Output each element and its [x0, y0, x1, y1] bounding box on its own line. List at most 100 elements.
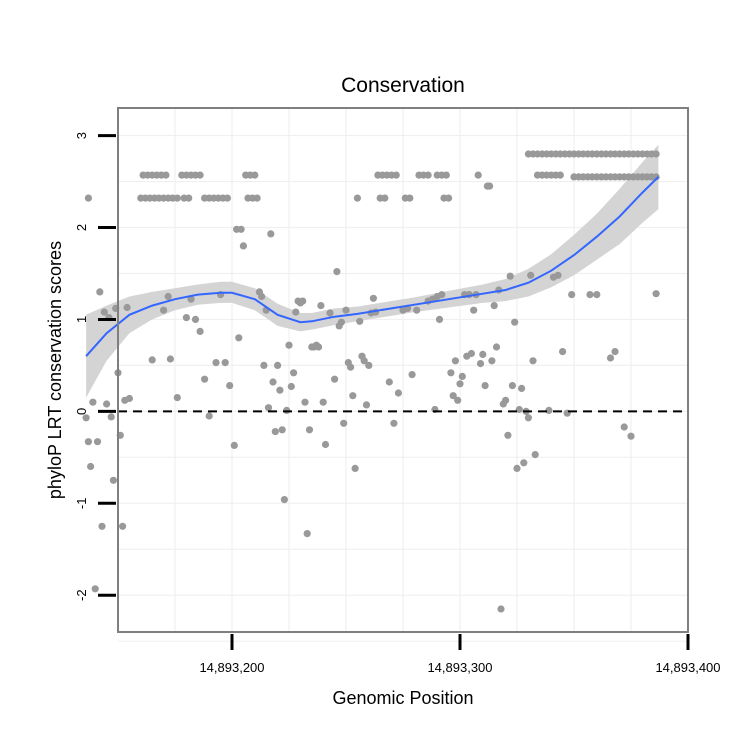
data-point	[239, 242, 247, 250]
data-point	[91, 585, 99, 593]
data-point	[490, 302, 498, 310]
data-point	[529, 357, 537, 365]
x-axis-label: Genomic Position	[332, 688, 473, 708]
y-tick-label: 3	[74, 132, 89, 139]
data-point	[269, 378, 277, 386]
data-point	[385, 378, 393, 386]
data-point	[280, 496, 288, 504]
data-point	[205, 412, 213, 420]
data-point	[235, 334, 243, 342]
data-point	[451, 357, 459, 365]
data-point	[333, 268, 341, 276]
data-point	[424, 171, 432, 179]
data-point	[173, 394, 181, 402]
data-point	[467, 349, 475, 358]
data-point	[492, 343, 501, 351]
data-point	[486, 182, 494, 190]
data-point	[442, 171, 450, 179]
data-point	[299, 297, 307, 305]
panel-border	[117, 107, 689, 633]
x-tick-label: 14,893,300	[427, 660, 492, 675]
data-point	[351, 464, 359, 472]
data-point	[627, 432, 635, 440]
x-tick-label: 14,893,400	[655, 660, 720, 675]
data-point	[331, 375, 339, 383]
data-point	[481, 382, 489, 390]
data-point	[285, 341, 293, 349]
data-point	[408, 371, 416, 379]
data-point	[103, 400, 111, 408]
data-point	[301, 398, 309, 406]
confidence-band	[86, 144, 659, 398]
data-point	[488, 357, 496, 365]
data-point	[362, 401, 371, 409]
data-point	[586, 291, 594, 299]
y-tick-label: 0	[74, 408, 89, 415]
data-point	[166, 355, 174, 363]
data-point	[502, 396, 510, 404]
data-point	[292, 308, 300, 316]
data-point	[315, 343, 323, 351]
data-point	[164, 292, 172, 301]
data-point	[305, 426, 314, 434]
data-point	[413, 306, 421, 314]
data-point	[568, 291, 576, 299]
data-point	[212, 359, 220, 367]
data-point	[454, 396, 462, 404]
data-point	[497, 605, 505, 613]
data-point	[201, 375, 209, 383]
data-point	[185, 194, 193, 202]
data-point	[119, 522, 127, 530]
data-point	[251, 171, 259, 179]
data-point	[187, 295, 195, 303]
data-point	[148, 356, 156, 364]
data-point	[349, 392, 357, 400]
data-point	[435, 315, 444, 323]
data-point	[303, 530, 311, 538]
data-point	[445, 194, 453, 202]
data-point	[196, 171, 204, 179]
data-point	[474, 171, 482, 179]
data-point	[394, 389, 402, 397]
data-point	[515, 405, 523, 414]
data-point	[221, 359, 229, 367]
data-point	[317, 302, 325, 310]
data-point	[82, 414, 90, 422]
data-point	[652, 290, 660, 298]
data-point	[84, 438, 92, 446]
data-point	[504, 431, 512, 439]
data-point	[98, 522, 106, 530]
data-point	[456, 380, 464, 388]
data-point	[87, 462, 95, 471]
data-point	[559, 348, 567, 356]
data-point	[513, 464, 521, 472]
x-tick-label: 14,893,200	[199, 660, 264, 675]
data-point	[276, 386, 284, 394]
data-point	[347, 363, 355, 371]
data-point	[342, 306, 350, 314]
data-point	[476, 360, 485, 368]
data-point	[89, 398, 97, 406]
data-point	[107, 413, 115, 421]
data-point	[520, 459, 528, 467]
data-point	[123, 303, 131, 312]
data-point	[390, 419, 398, 427]
data-point	[506, 272, 514, 280]
data-point	[606, 354, 615, 362]
data-point	[173, 194, 181, 202]
data-point	[620, 423, 628, 431]
data-point	[267, 230, 275, 238]
data-point	[360, 357, 368, 365]
data-point	[237, 225, 245, 233]
data-point	[260, 361, 268, 369]
data-point	[511, 318, 519, 326]
data-point	[264, 404, 273, 412]
data-point	[337, 318, 345, 326]
data-point	[191, 315, 200, 323]
data-point	[93, 438, 102, 446]
data-point	[545, 406, 553, 414]
data-point	[531, 451, 539, 459]
data-point	[356, 317, 364, 325]
data-point	[438, 291, 446, 299]
data-point	[527, 271, 535, 279]
